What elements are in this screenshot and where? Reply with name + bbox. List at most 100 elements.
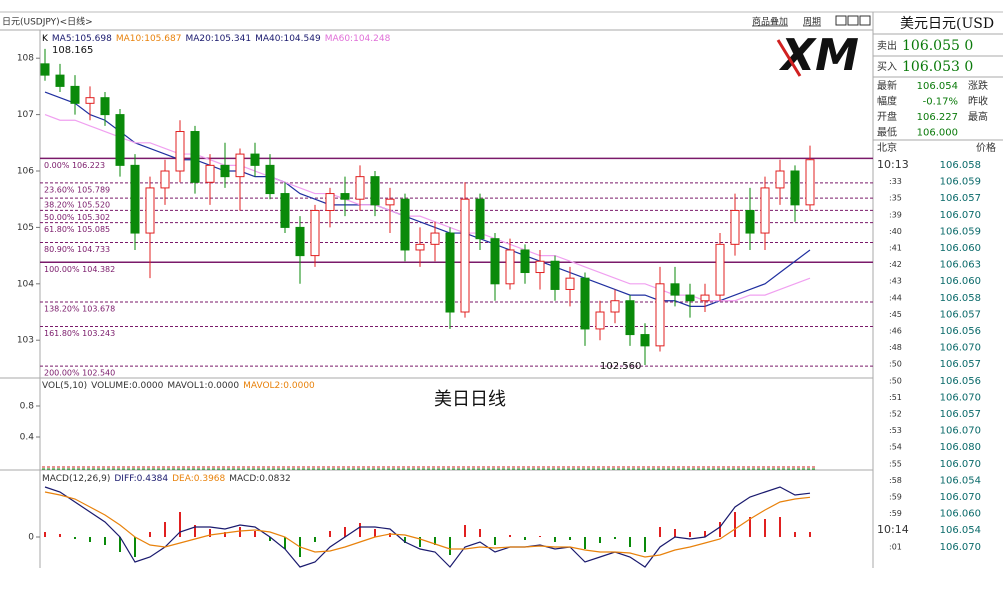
tick-price: 106.054 [940,525,981,536]
quote-stat: 106.227 [917,112,958,123]
logo-stroke [776,39,802,77]
tick-price: 106.057 [940,409,981,420]
tick-price: 106.057 [940,193,981,204]
legend-item: MA20:105.341 [185,34,251,44]
legend-item: DIFF:0.4384 [114,474,168,484]
candle-body [85,97,95,104]
quote-title: 美元日元(USD [900,16,994,32]
candle-body [385,198,395,206]
candle-body [490,238,500,285]
candle-body [70,85,80,104]
candle-body [520,249,530,274]
candle-body [700,294,710,302]
candle-body [730,209,740,245]
icon-button[interactable] [847,15,859,26]
candle-body [310,209,320,257]
legend: VOL(5,10) VOLUME:0.0000 MAVOL1:0.0000 MAVOL… [42,381,315,391]
candle-body [535,260,545,274]
tick-price: 106.063 [940,260,981,271]
candle-body [715,243,725,296]
candle-body [790,170,800,206]
quote-stat: 最高 [968,110,988,123]
tick-time: :42 [889,260,902,269]
tick-price: 106.054 [940,475,981,486]
legend-item: VOLUME:0.0000 [91,381,163,391]
link[interactable]: 商品叠加 [752,16,788,28]
icon-button[interactable] [835,15,847,26]
quote-stat: 昨收 [968,95,988,108]
tick-time: :58 [889,476,902,485]
legend: MACD(12,26,9) DIFF:0.4384 DEA:0.3968 MACD:0… [42,474,291,484]
tick-time: :39 [889,210,902,219]
fib-label: 200.00% 102.540 [44,369,115,378]
icon-button[interactable] [859,15,871,26]
candle-body [670,283,680,296]
tick-time: :35 [889,194,902,203]
tick-price: 106.056 [940,376,981,387]
panel-title: 美日日线 [434,389,506,410]
candle-body [280,193,290,228]
legend-item: VOL(5,10) [42,381,87,391]
quote-stat: 幅度 [877,95,897,108]
tick-time: :59 [889,493,902,502]
tick-price: 106.059 [940,226,981,237]
legend-item: K [42,34,49,44]
candle-body [250,153,260,166]
candle-body [685,294,695,302]
candle-body [505,249,515,285]
tick-time: :44 [889,293,902,302]
tick-time: :01 [889,542,902,551]
tick-time: :43 [889,277,902,286]
tick-time: :45 [889,310,902,319]
diff-line [44,486,811,568]
candle-body [175,131,185,172]
tick-time: 10:13 [877,158,909,171]
y-tick-label: 105 [17,223,34,233]
tick-price: 106.060 [940,509,981,520]
tick-price: 106.070 [940,542,981,553]
candle-body [445,232,455,313]
candle-body [220,164,230,178]
tick-price: 106.059 [940,177,981,188]
candle-body [115,114,125,166]
tick-price: 106.070 [940,492,981,503]
candle-body [235,153,245,178]
candle-body [190,131,200,183]
candle-body [160,170,170,189]
tick-price: 106.070 [940,392,981,403]
quote-stat: 最新 [877,79,897,92]
candle-body [100,97,110,116]
candle-body [400,198,410,251]
tick-time: :50 [889,360,902,369]
ma-line [44,91,811,307]
fib-label: 38.20% 105.520 [44,201,110,210]
tick-time: :46 [889,327,902,336]
y-tick-label: 107 [17,110,34,120]
legend-item: DEA:0.3968 [172,474,225,484]
fib-label: 23.60% 105.789 [44,185,110,194]
tick-time: :54 [889,443,902,452]
tick-time: :51 [889,393,902,402]
legend-item: MA40:104.549 [255,34,321,44]
quote-stat: 106.000 [917,128,958,139]
tick-time: 10:14 [877,523,909,536]
link[interactable]: 周期 [803,17,821,28]
y-tick-label: 108 [17,54,34,64]
legend: K MA5:105.698 MA10:105.687 MA20:105.341 MA40… [42,34,391,44]
tick-price: 106.057 [940,359,981,370]
tick-time: :33 [889,177,902,186]
candle-body [745,209,755,234]
fib-label: 161.80% 103.243 [44,329,115,338]
candle-body [805,159,815,206]
fib-label: 61.80% 105.085 [44,225,110,234]
label: 卖出 [877,39,897,52]
candle-body [475,198,485,240]
candle-body [145,187,155,234]
buy-price: 106.053 0 [902,59,973,75]
quote-stat: 开盘 [877,110,897,123]
candle-body [265,164,275,195]
candle-body [205,164,215,183]
tick-price: 106.058 [940,160,981,171]
tick-price: 106.060 [940,276,981,287]
